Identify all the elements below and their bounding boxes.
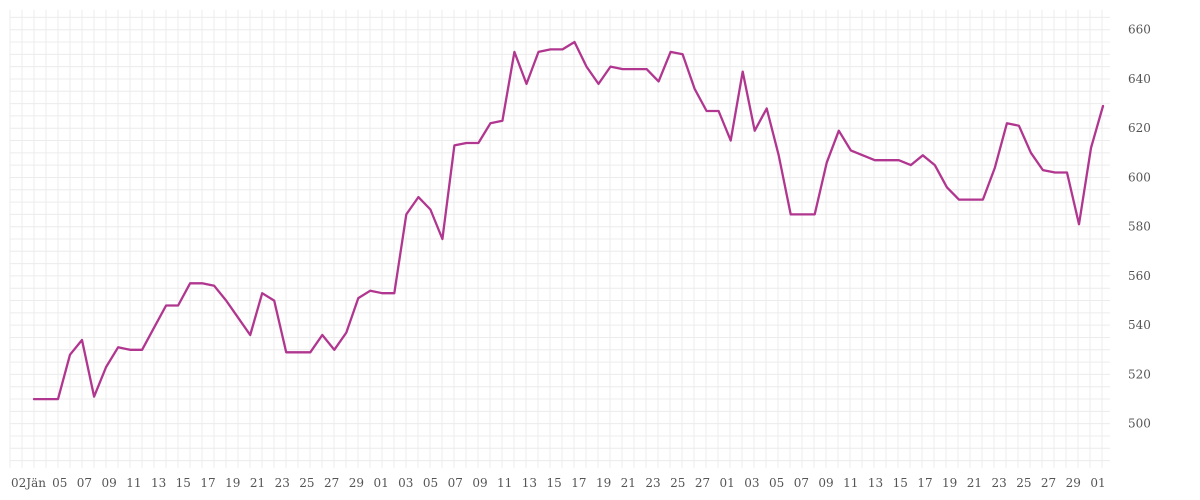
x-tick-label: 11 <box>497 476 512 490</box>
y-axis-ticks: 500 520 540 560 580 600 620 640 660 <box>1128 23 1151 431</box>
y-tick-label: 540 <box>1128 318 1151 332</box>
series-line <box>32 40 1105 401</box>
x-tick-label: 13 <box>868 476 883 490</box>
x-tick-label: 13 <box>151 476 166 490</box>
x-tick-label: 19 <box>596 476 611 490</box>
y-tick-label: 600 <box>1128 170 1151 184</box>
x-tick-label: 11 <box>843 476 858 490</box>
x-tick-label: 23 <box>645 476 660 490</box>
x-tick-label: 09 <box>102 476 117 490</box>
x-tick-label: 21 <box>967 476 982 490</box>
x-tick-label: 01 <box>1090 476 1105 490</box>
x-tick-label: 29 <box>349 476 364 490</box>
x-tick-label: 09 <box>472 476 487 490</box>
y-tick-label: 640 <box>1128 72 1151 86</box>
x-tick-label: 19 <box>225 476 240 490</box>
x-tick-label: 02Jän <box>11 476 46 490</box>
y-tick-label: 620 <box>1128 121 1151 135</box>
x-axis-ticks: 02Jän 05 07 09 11 13 15 17 19 21 23 25 27 29 01 03 05 07 0… <box>11 476 1106 490</box>
x-tick-label: 25 <box>299 476 314 490</box>
x-tick-label: 27 <box>324 476 339 490</box>
x-tick-label: 15 <box>176 476 191 490</box>
y-tick-label: 660 <box>1128 23 1151 37</box>
y-tick-label: 560 <box>1128 269 1151 283</box>
grid <box>9 10 1110 468</box>
y-tick-label: 500 <box>1128 417 1151 431</box>
x-tick-label: 29 <box>1066 476 1081 490</box>
x-tick-label: 13 <box>522 476 537 490</box>
x-tick-label: 17 <box>917 476 932 490</box>
x-tick-label: 25 <box>670 476 685 490</box>
x-tick-label: 23 <box>275 476 290 490</box>
x-tick-label: 25 <box>1016 476 1031 490</box>
x-tick-label: 03 <box>744 476 759 490</box>
x-tick-label: 07 <box>794 476 809 490</box>
x-tick-label: 21 <box>621 476 636 490</box>
x-tick-label: 07 <box>448 476 463 490</box>
x-tick-label: 05 <box>423 476 438 490</box>
x-tick-label: 19 <box>942 476 957 490</box>
x-tick-label: 27 <box>1041 476 1056 490</box>
x-tick-label: 03 <box>398 476 413 490</box>
x-tick-label: 21 <box>250 476 265 490</box>
x-tick-label: 01 <box>373 476 388 490</box>
x-tick-label: 17 <box>571 476 586 490</box>
y-tick-label: 520 <box>1128 367 1151 381</box>
x-tick-label: 15 <box>893 476 908 490</box>
x-tick-label: 05 <box>769 476 784 490</box>
x-tick-label: 11 <box>126 476 141 490</box>
x-tick-label: 05 <box>52 476 67 490</box>
x-tick-label: 23 <box>991 476 1006 490</box>
x-tick-label: 17 <box>200 476 215 490</box>
y-tick-label: 580 <box>1128 220 1151 234</box>
x-tick-label: 01 <box>720 476 735 490</box>
x-tick-label: 27 <box>695 476 710 490</box>
x-tick-label: 09 <box>818 476 833 490</box>
series-layer <box>32 40 1105 401</box>
x-tick-label: 07 <box>77 476 92 490</box>
x-tick-label: 15 <box>546 476 561 490</box>
